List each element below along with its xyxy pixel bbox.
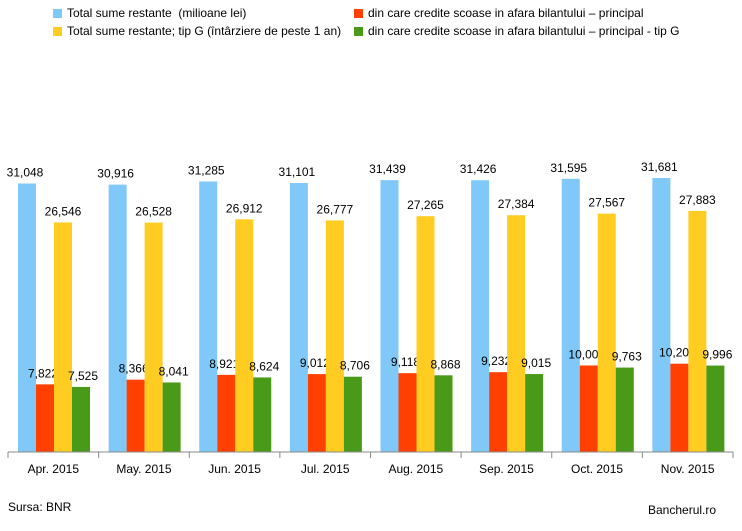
data-label: 8,706 (340, 359, 370, 373)
bar (72, 386, 90, 452)
bar (380, 180, 399, 453)
data-label: 30,916 (97, 167, 134, 181)
legend-item-total-tip-g: Total sume restante; tip G (întârziere d… (53, 24, 341, 38)
data-label: 27,883 (679, 193, 716, 207)
bar (289, 183, 308, 452)
data-label: 9,118 (391, 355, 420, 369)
data-label: 27,567 (588, 196, 625, 210)
data-label: 9,763 (612, 350, 642, 364)
legend-label-principal-tip-g: din care credite scoase in afara bilantu… (368, 24, 680, 38)
bar (253, 377, 272, 452)
x-tick-label: Jul. 2015 (301, 462, 350, 476)
bar (579, 365, 598, 452)
bar (343, 376, 362, 452)
bar (489, 372, 508, 452)
data-label: 7,525 (68, 369, 98, 383)
bar (597, 213, 616, 452)
x-tick-label: Jun. 2015 (208, 462, 261, 476)
data-label: 26,528 (135, 205, 172, 219)
watermark: Bancherul.ro (648, 503, 717, 517)
data-label: 27,384 (498, 197, 535, 211)
bar (199, 181, 218, 452)
data-label: 9,232 (481, 354, 511, 368)
data-label: 9,996 (702, 348, 732, 362)
data-label: 31,285 (188, 163, 225, 177)
bar (307, 374, 326, 452)
legend-item-principal: din care credite scoase in afara bilantu… (354, 6, 644, 20)
data-label: 26,546 (45, 204, 82, 218)
data-label: 8,624 (249, 359, 279, 373)
x-tick-label: Sep. 2015 (479, 462, 534, 476)
bar (162, 382, 181, 452)
bar (108, 184, 127, 452)
data-label: 31,101 (279, 165, 316, 179)
bar (652, 178, 671, 452)
bar (54, 222, 72, 452)
bar (507, 215, 526, 452)
data-label: 10,006 (568, 347, 605, 361)
bar (561, 178, 580, 452)
legend-item-total: Total sume restante (milioane lei) (53, 6, 246, 20)
data-label: 8,868 (430, 357, 460, 371)
legend-swatch-total-tip-g (53, 26, 62, 36)
legend-swatch-total (53, 8, 62, 18)
data-label: 9,015 (521, 356, 551, 370)
legend-swatch-principal (354, 8, 363, 18)
data-label: 31,595 (550, 161, 587, 175)
data-label: 27,265 (407, 198, 444, 212)
source-note: Sursa: BNR (8, 500, 72, 514)
data-label: 31,439 (369, 162, 406, 176)
data-label: 7,822 (28, 366, 58, 380)
data-label: 31,681 (641, 160, 678, 174)
bar (670, 363, 689, 452)
bar (525, 374, 544, 452)
data-label: 8,921 (209, 357, 239, 371)
x-tick-label: Oct. 2015 (571, 462, 623, 476)
data-label: 8,366 (119, 362, 149, 376)
legend-label-total: Total sume restante (milioane lei) (67, 6, 247, 20)
bar (706, 365, 725, 452)
data-label: 26,777 (317, 202, 354, 216)
bar (126, 379, 145, 452)
x-tick-label: Apr. 2015 (28, 462, 80, 476)
bar (471, 180, 490, 453)
bar (398, 373, 417, 452)
x-tick-label: May. 2015 (116, 462, 171, 476)
legend-label-total-tip-g: Total sume restante; tip G (întârziere d… (67, 24, 342, 38)
bar (416, 216, 435, 452)
legend-item-principal-tip-g: din care credite scoase in afara bilantu… (354, 24, 680, 38)
bar (325, 220, 344, 452)
bar (217, 374, 236, 452)
bar (235, 219, 254, 452)
data-label: 31,426 (460, 162, 497, 176)
legend-swatch-principal-tip-g (354, 26, 363, 36)
legend-label-principal: din care credite scoase in afara bilantu… (368, 6, 644, 20)
data-label: 9,012 (300, 356, 330, 370)
bar (434, 375, 453, 452)
bar (18, 183, 36, 453)
bar (36, 384, 54, 452)
data-label: 26,912 (226, 201, 263, 215)
bar (688, 210, 707, 452)
bar (615, 367, 634, 452)
data-label: 10,209 (659, 346, 696, 360)
x-tick-label: Aug. 2015 (388, 462, 443, 476)
data-label: 31,048 (7, 166, 44, 180)
legend: Total sume restante (milioane lei) din c… (0, 0, 742, 60)
bar (144, 222, 163, 452)
data-label: 8,041 (159, 364, 189, 378)
x-tick-label: Nov. 2015 (661, 462, 715, 476)
